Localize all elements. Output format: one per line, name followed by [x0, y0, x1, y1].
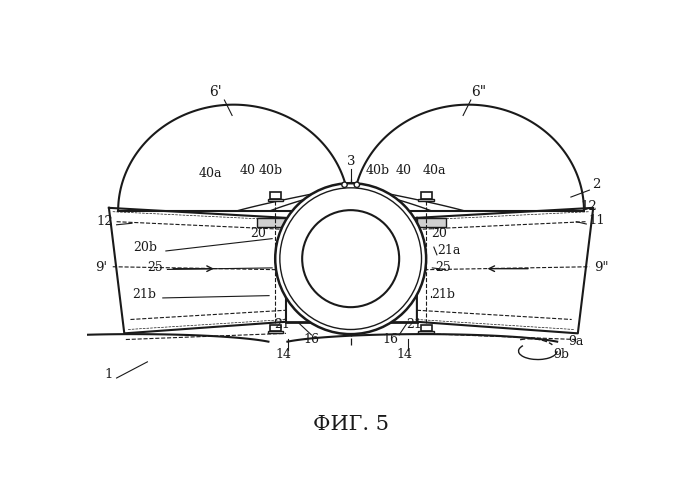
Text: ФИГ. 5: ФИГ. 5: [312, 414, 388, 434]
Text: 40b: 40b: [259, 164, 283, 177]
Polygon shape: [118, 104, 349, 211]
Bar: [270, 192, 281, 198]
Bar: [419, 331, 434, 334]
Text: 21: 21: [407, 318, 423, 330]
Text: 9a: 9a: [569, 334, 584, 347]
Bar: [419, 198, 434, 201]
Text: 40: 40: [395, 164, 411, 177]
Text: 1: 1: [104, 368, 112, 380]
Bar: [417, 218, 446, 227]
Bar: [270, 325, 281, 331]
Text: 20: 20: [250, 227, 266, 240]
Polygon shape: [109, 208, 286, 334]
Text: 6": 6": [471, 86, 486, 100]
Text: 9': 9': [95, 262, 107, 274]
Text: 12: 12: [97, 215, 113, 228]
Circle shape: [354, 182, 360, 188]
Bar: [257, 218, 286, 227]
Text: 2: 2: [593, 178, 601, 191]
Text: 21: 21: [274, 318, 290, 330]
Text: 40b: 40b: [366, 164, 390, 177]
Ellipse shape: [302, 210, 399, 307]
Text: 20: 20: [432, 227, 447, 240]
Text: 25: 25: [436, 260, 451, 274]
Text: 40a: 40a: [199, 168, 223, 180]
Text: 25: 25: [147, 260, 163, 274]
Circle shape: [342, 182, 347, 188]
Text: 14: 14: [275, 348, 292, 362]
Bar: [421, 325, 432, 331]
Text: 20b: 20b: [134, 242, 158, 254]
Text: 9": 9": [594, 262, 608, 274]
Text: 16: 16: [303, 333, 319, 346]
Text: 21b: 21b: [132, 288, 156, 302]
Bar: [268, 331, 283, 334]
Text: 3: 3: [347, 155, 356, 168]
Text: 14: 14: [397, 348, 412, 362]
Polygon shape: [417, 208, 593, 334]
Text: 40: 40: [240, 164, 256, 177]
Text: 11: 11: [588, 214, 606, 226]
Text: 40a: 40a: [422, 164, 446, 177]
Text: 6': 6': [210, 86, 222, 100]
Text: 9b: 9b: [553, 348, 569, 360]
Text: 21a: 21a: [438, 244, 461, 258]
Polygon shape: [353, 104, 584, 211]
Text: 21b: 21b: [431, 288, 455, 302]
Bar: [421, 192, 432, 198]
Text: 12: 12: [580, 200, 597, 213]
Bar: [268, 198, 283, 201]
Ellipse shape: [275, 183, 426, 334]
Text: 16: 16: [382, 333, 398, 346]
